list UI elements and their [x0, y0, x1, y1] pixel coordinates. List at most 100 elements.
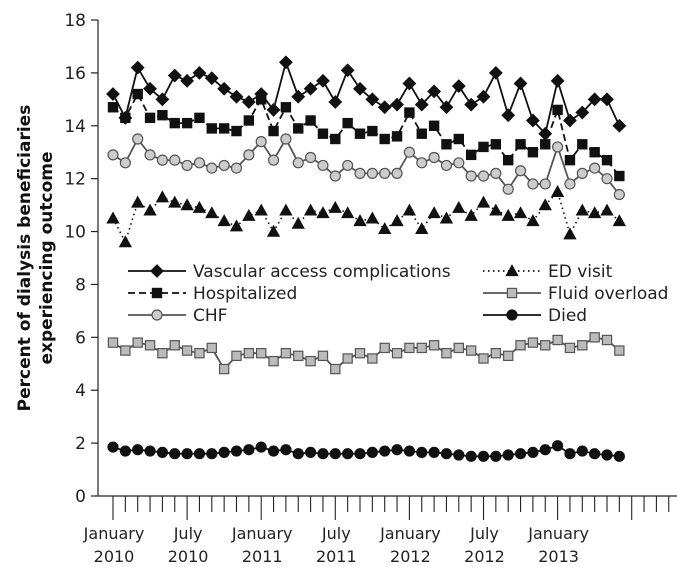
series-layer — [106, 55, 627, 462]
data-point — [428, 151, 440, 164]
legend-item: Fluid overload — [483, 284, 668, 304]
data-point — [181, 159, 193, 172]
data-point — [478, 141, 489, 153]
x-tick-label-year: 2010 — [94, 547, 135, 566]
data-point — [527, 147, 539, 158]
legend: Vascular access complications ED visit Hos… — [128, 262, 668, 326]
data-point — [477, 450, 490, 462]
data-point — [540, 340, 551, 351]
data-point — [464, 97, 479, 112]
data-point — [612, 214, 626, 227]
data-point — [379, 342, 390, 354]
legend-item: Died — [483, 306, 587, 326]
x-tick-label-year: 2012 — [390, 547, 431, 566]
data-point — [377, 100, 392, 115]
data-point — [614, 170, 625, 182]
data-point — [564, 448, 576, 460]
data-point — [194, 348, 205, 359]
data-point — [600, 203, 614, 216]
data-point — [490, 348, 502, 359]
data-point — [353, 214, 367, 227]
series-hospitalized — [107, 88, 625, 182]
data-point — [132, 88, 143, 100]
data-point — [193, 157, 206, 169]
data-point — [601, 449, 613, 461]
data-point — [589, 332, 600, 343]
series-line — [112, 190, 620, 245]
data-point — [575, 105, 590, 120]
data-point — [168, 195, 182, 208]
data-point — [552, 334, 563, 346]
data-point — [564, 342, 576, 354]
data-point — [601, 154, 613, 166]
data-point — [515, 340, 526, 351]
data-point — [441, 139, 452, 150]
y-tick-label: 10 — [64, 223, 86, 243]
data-point — [329, 170, 341, 182]
data-point — [589, 448, 601, 460]
data-point — [217, 81, 232, 96]
data-point — [601, 334, 613, 346]
data-point — [180, 73, 195, 88]
data-point — [255, 136, 267, 148]
data-point — [206, 342, 217, 354]
data-point — [577, 340, 588, 351]
data-point — [293, 350, 304, 362]
data-point — [526, 214, 540, 227]
data-point — [278, 55, 293, 70]
series-chf — [107, 133, 625, 201]
data-point — [341, 206, 355, 219]
y-tick-label: 14 — [64, 117, 86, 137]
data-point — [488, 65, 503, 80]
data-point — [613, 188, 625, 201]
data-point — [266, 224, 281, 237]
data-point — [218, 159, 230, 172]
data-point — [181, 345, 193, 356]
data-point — [194, 112, 205, 124]
data-point — [317, 448, 329, 460]
data-point — [181, 117, 193, 129]
data-point — [293, 123, 304, 134]
data-point — [317, 159, 329, 172]
data-point — [280, 102, 292, 113]
data-point — [256, 94, 267, 105]
data-point — [157, 348, 168, 359]
data-point — [601, 173, 613, 185]
legend-marker — [150, 264, 164, 278]
data-point — [143, 81, 157, 96]
data-point — [563, 113, 577, 128]
data-point — [354, 348, 366, 359]
data-point — [107, 337, 119, 348]
data-point — [391, 167, 403, 179]
x-tick-label-year: 2012 — [464, 547, 505, 566]
data-point — [589, 162, 601, 174]
data-point — [416, 446, 428, 458]
data-point — [490, 167, 502, 179]
data-point — [502, 183, 514, 195]
data-point — [514, 165, 527, 177]
series-fluid-overload — [107, 332, 625, 375]
axes: 0 2 4 6 8 10 12 14 16 18 January 2010 July 2010 Januar… — [64, 11, 677, 566]
x-tick-label-month: January — [83, 524, 145, 543]
data-point — [367, 353, 378, 364]
data-point — [464, 208, 478, 221]
series-vascular-access-complications — [106, 55, 627, 141]
data-point — [155, 190, 170, 203]
data-point — [354, 167, 366, 179]
data-point — [416, 342, 427, 354]
x-tick-label-month: January — [527, 524, 589, 543]
data-point — [365, 92, 380, 107]
data-point — [452, 200, 466, 213]
data-point — [527, 446, 539, 458]
data-point — [342, 448, 354, 460]
data-point — [329, 448, 341, 460]
data-point — [490, 139, 502, 150]
data-point — [465, 345, 477, 356]
data-point — [540, 139, 551, 150]
data-point — [576, 445, 588, 457]
data-point — [453, 157, 465, 169]
data-point — [305, 151, 317, 164]
data-point — [120, 345, 131, 356]
data-point — [551, 141, 564, 153]
data-point — [167, 68, 182, 83]
